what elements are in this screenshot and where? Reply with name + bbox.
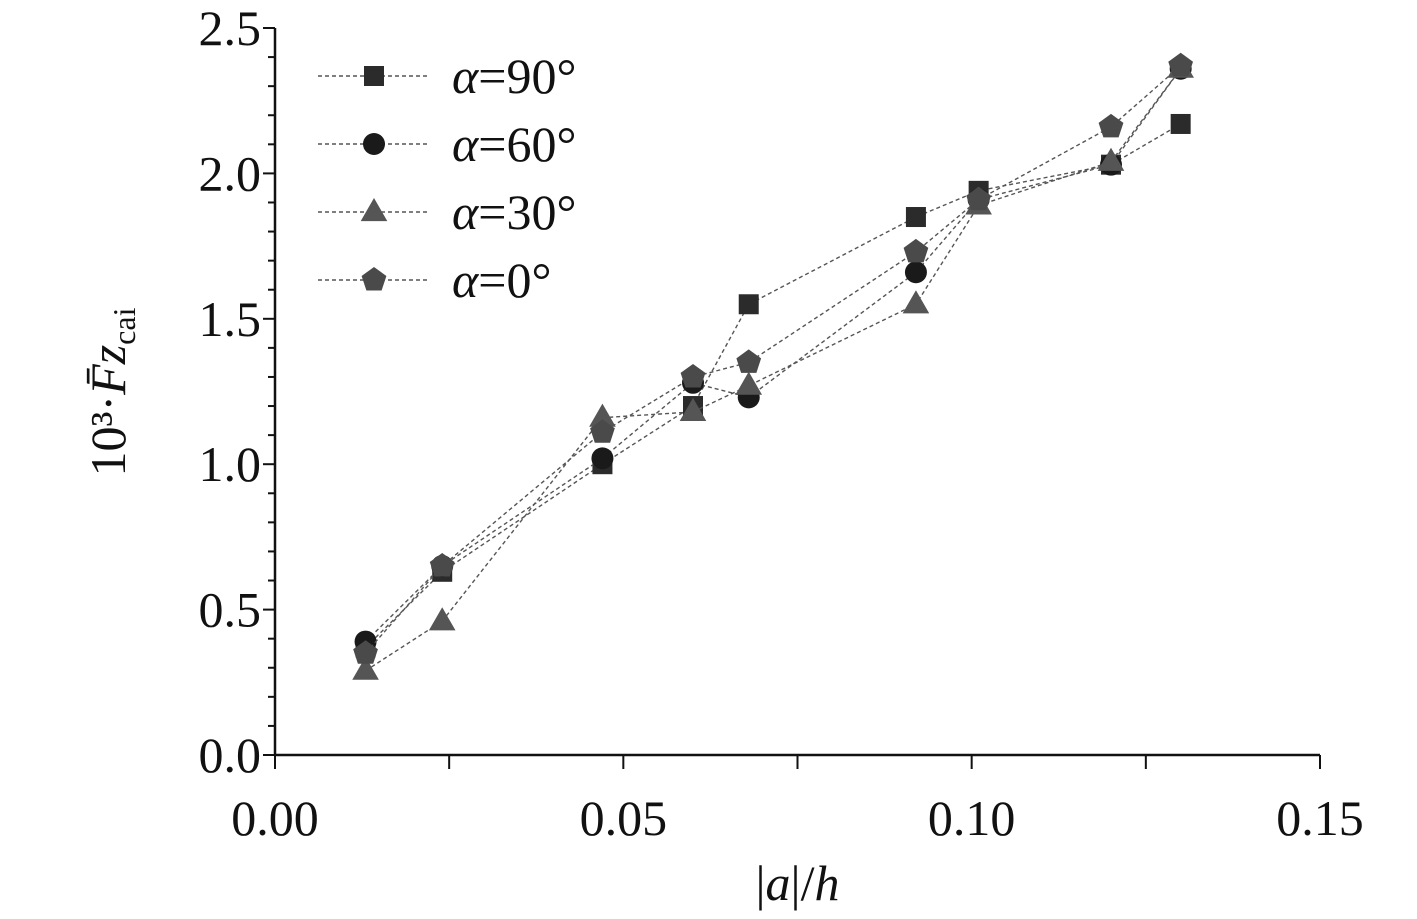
- legend-item: α=30°: [318, 184, 576, 240]
- x-tick-label: 0.10: [928, 790, 1016, 846]
- data-point-triangle: [428, 607, 456, 631]
- series-layer: [352, 52, 1194, 680]
- y-tick-label: 1.5: [199, 291, 262, 347]
- data-point-circle: [591, 447, 614, 470]
- x-axis-label: |a|/h: [756, 855, 840, 911]
- data-point-pentagon: [680, 364, 706, 388]
- legend-marker-triangle: [360, 198, 388, 222]
- legend: α=90° α=60° α=30° α=0°: [318, 48, 576, 308]
- y-axis-label: 10³·F̄zcai: [80, 307, 142, 476]
- data-point-pentagon: [966, 186, 991, 211]
- data-point-triangle: [902, 290, 930, 314]
- legend-label: α=60°: [452, 116, 576, 172]
- legend-label: α=0°: [452, 252, 551, 308]
- series-pentagon: [353, 52, 1193, 664]
- data-point-triangle: [589, 403, 616, 427]
- legend-label: α=30°: [452, 184, 576, 240]
- data-point-pentagon: [903, 238, 929, 263]
- data-point-triangle: [352, 656, 379, 680]
- series-line: [365, 68, 1182, 672]
- data-point-square: [738, 294, 759, 315]
- data-point-pentagon: [1168, 52, 1193, 77]
- legend-item: α=90°: [318, 48, 576, 104]
- y-tick-label: 2.5: [199, 0, 262, 56]
- y-tick-label: 0.0: [199, 727, 262, 783]
- x-tick-label: 0.05: [580, 790, 668, 846]
- series-line: [365, 65, 1182, 654]
- data-point-pentagon: [1098, 113, 1124, 138]
- series-line: [365, 123, 1182, 648]
- data-point-square: [905, 207, 926, 228]
- x-tick-label: 0.00: [231, 790, 319, 846]
- axes: 0.00 0.05 0.10 0.15 0.0 0.5 1.0 1.5 2.0 2.5: [199, 0, 1364, 846]
- legend-marker-square: [364, 66, 384, 86]
- data-point-triangle: [1097, 147, 1125, 171]
- data-point-pentagon: [353, 640, 378, 664]
- y-tick-label: 1.0: [199, 436, 262, 492]
- data-point-circle: [904, 261, 927, 284]
- data-point-pentagon: [736, 349, 762, 373]
- legend-item: α=60°: [318, 116, 576, 172]
- data-point-triangle: [679, 397, 707, 421]
- data-point-pentagon: [429, 553, 455, 577]
- y-tick-label: 0.5: [199, 582, 262, 638]
- legend-item: α=0°: [318, 252, 551, 308]
- legend-label: α=90°: [452, 48, 576, 104]
- data-point-triangle: [735, 371, 763, 395]
- legend-marker-pentagon: [361, 267, 387, 291]
- legend-marker-circle: [363, 133, 385, 155]
- x-tick-label: 0.15: [1276, 790, 1364, 846]
- data-point-square: [1170, 113, 1191, 134]
- data-point-pentagon: [590, 419, 615, 443]
- y-tick-label: 2.0: [199, 145, 262, 201]
